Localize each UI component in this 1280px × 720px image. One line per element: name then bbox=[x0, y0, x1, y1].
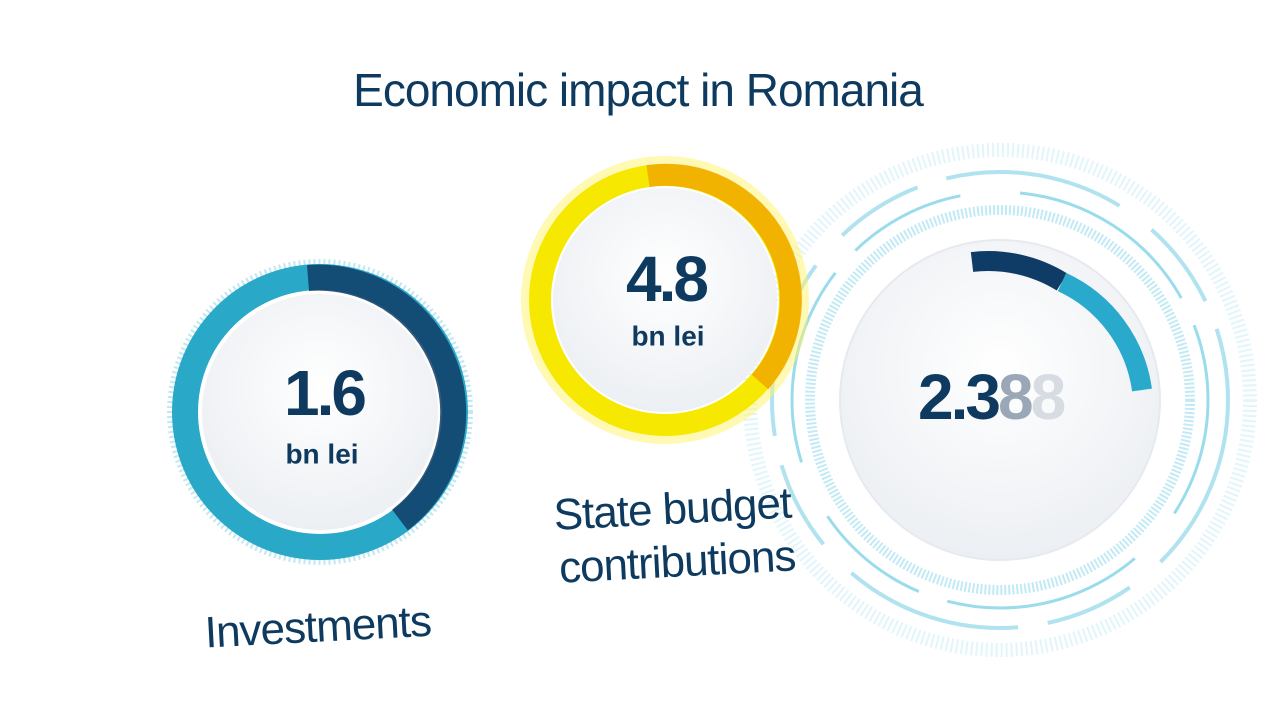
ring-2 bbox=[521, 156, 809, 444]
value: 1.6 bbox=[284, 357, 365, 429]
value: 4.8 bbox=[626, 243, 707, 315]
unit: bn lei bbox=[631, 320, 704, 351]
ring-1 bbox=[167, 259, 473, 565]
label: Investments bbox=[204, 597, 432, 658]
value: 2.388 bbox=[918, 361, 1065, 433]
value-part: 2.3 bbox=[918, 361, 999, 433]
unit: bn lei bbox=[285, 438, 358, 469]
value-part: 8 bbox=[1031, 361, 1065, 433]
value-part: 8 bbox=[998, 361, 1032, 433]
label: State budget bbox=[552, 478, 793, 539]
label: contributions bbox=[558, 531, 797, 592]
title: Economic impact in Romania bbox=[353, 64, 924, 116]
